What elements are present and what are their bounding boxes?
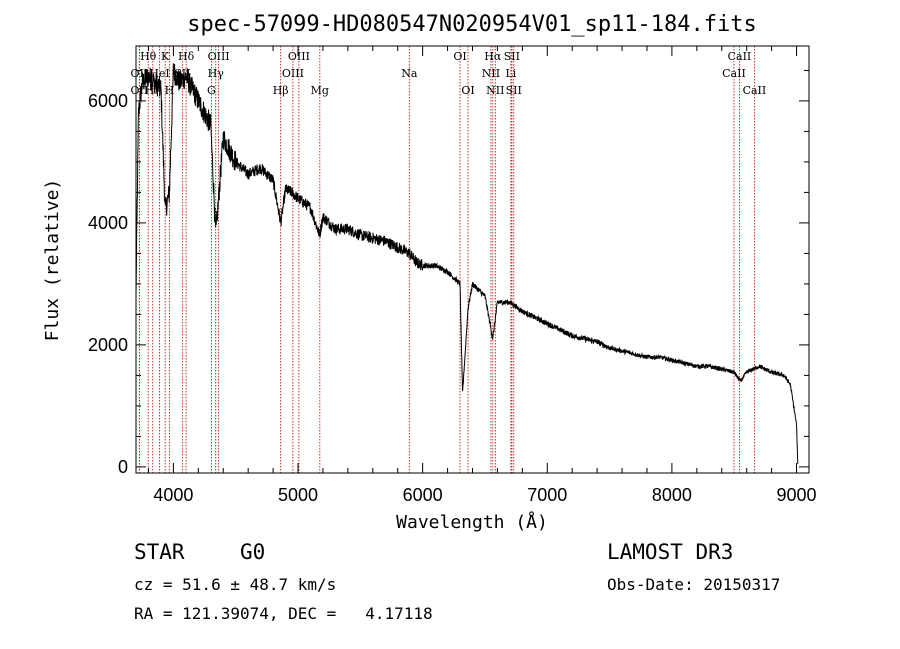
spectral-line-label: Mg [311, 84, 329, 97]
spectral-line-label: SII [504, 50, 520, 63]
spectral-line-label: Hθ [140, 50, 157, 63]
survey-name: LAMOST DR3 [607, 540, 734, 564]
spectral-line-label: Hβ [273, 84, 289, 97]
x-tick-label: 6000 [403, 485, 443, 505]
spectral-line-label: CaII [728, 50, 752, 63]
x-tick-label: 7000 [527, 485, 567, 505]
x-tick-label: 5000 [278, 485, 318, 505]
y-axis-label: Flux (relative) [42, 179, 63, 342]
y-tick-label: 0 [118, 457, 128, 477]
spectral-line-label: NII [482, 67, 500, 80]
spectral-line-label: SII [506, 84, 522, 97]
spectral-line-label: CaII [743, 84, 767, 97]
x-axis-ticks: 4000 5000 6000 7000 8000 9000 [147, 46, 817, 505]
object-subclass: G0 [240, 540, 266, 564]
spectral-line-label: Na [401, 67, 418, 80]
spectral-line-label: OIII [282, 67, 304, 80]
spectral-line-label: HeI [149, 67, 169, 80]
spectrum-line [135, 63, 799, 464]
object-class: STAR [134, 540, 185, 564]
spectral-line-label: OI [453, 50, 466, 63]
y-tick-label: 6000 [88, 91, 128, 111]
redshift-info: cz = 51.6 ± 48.7 km/s [134, 575, 337, 594]
spectral-line-label: OIII [288, 50, 310, 63]
spectral-line-label: K [161, 50, 170, 63]
x-tick-label: 4000 [153, 485, 193, 505]
spectral-line-label: NII [486, 84, 504, 97]
spectral-line-label: Hα [484, 50, 502, 63]
spectral-line-label: Hγ [208, 67, 225, 80]
plot-frame [135, 45, 810, 474]
spectral-line-label: OIII [208, 50, 230, 63]
y-axis-ticks: 0 2000 4000 6000 [88, 69, 809, 477]
spectral-line-label: CaII [722, 67, 746, 80]
spectral-line-label: G [207, 84, 216, 97]
spectral-line-markers [138, 46, 755, 473]
x-tick-label: 9000 [777, 485, 817, 505]
coordinates-info: RA = 121.39074, DEC = 4.17118 [134, 604, 433, 623]
obs-date-info: Obs-Date: 20150317 [607, 575, 781, 594]
spectral-line-label: H [165, 84, 175, 97]
x-tick-label: 8000 [652, 485, 692, 505]
y-tick-label: 2000 [88, 335, 128, 355]
spectral-line-label: OI [461, 84, 474, 97]
spectral-line-label: Li [505, 67, 516, 80]
spectral-line-label: Hδ [178, 50, 195, 63]
chart-title: spec-57099-HD080547N020954V01_sp11-184.f… [187, 12, 757, 37]
y-tick-label: 4000 [88, 213, 128, 233]
x-axis-label: Wavelength (Å) [396, 511, 548, 533]
